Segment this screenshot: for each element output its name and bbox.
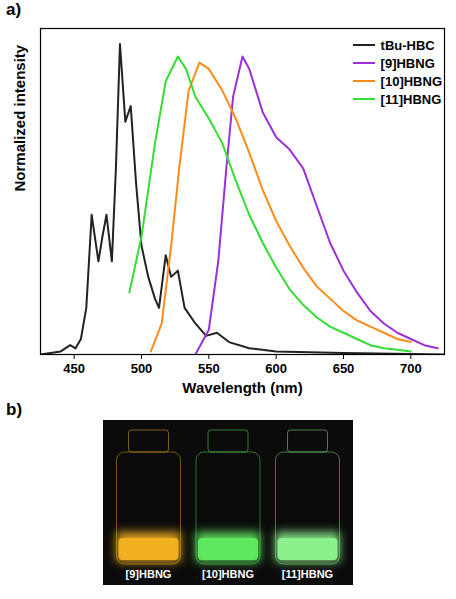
- html-text:b): b): [6, 400, 22, 419]
- html-text:a): a): [6, 0, 22, 19]
- svg-text:[10]HBNG: [10]HBNG: [202, 568, 254, 580]
- svg-text:600: 600: [265, 361, 287, 376]
- html-text:[9]HBNG: [9]HBNG: [380, 55, 435, 71]
- svg-text:650: 650: [333, 361, 355, 376]
- html-text:[10]HBNG: [10]HBNG: [380, 73, 442, 89]
- svg-text:[11]HBNG: [11]HBNG: [282, 568, 333, 580]
- svg-text:550: 550: [198, 361, 220, 376]
- svg-text:500: 500: [131, 361, 153, 376]
- svg-text:Normalized intensity: Normalized intensity: [11, 44, 28, 191]
- svg-text:Wavelength (nm): Wavelength (nm): [182, 379, 302, 396]
- html-text:[11]HBNG: [11]HBNG: [380, 91, 442, 107]
- svg-text:[9]HBNG: [9]HBNG: [126, 568, 172, 580]
- svg-text:450: 450: [63, 361, 85, 376]
- svg-text:700: 700: [400, 361, 422, 376]
- html-text:tBu-HBC: tBu-HBC: [380, 37, 435, 53]
